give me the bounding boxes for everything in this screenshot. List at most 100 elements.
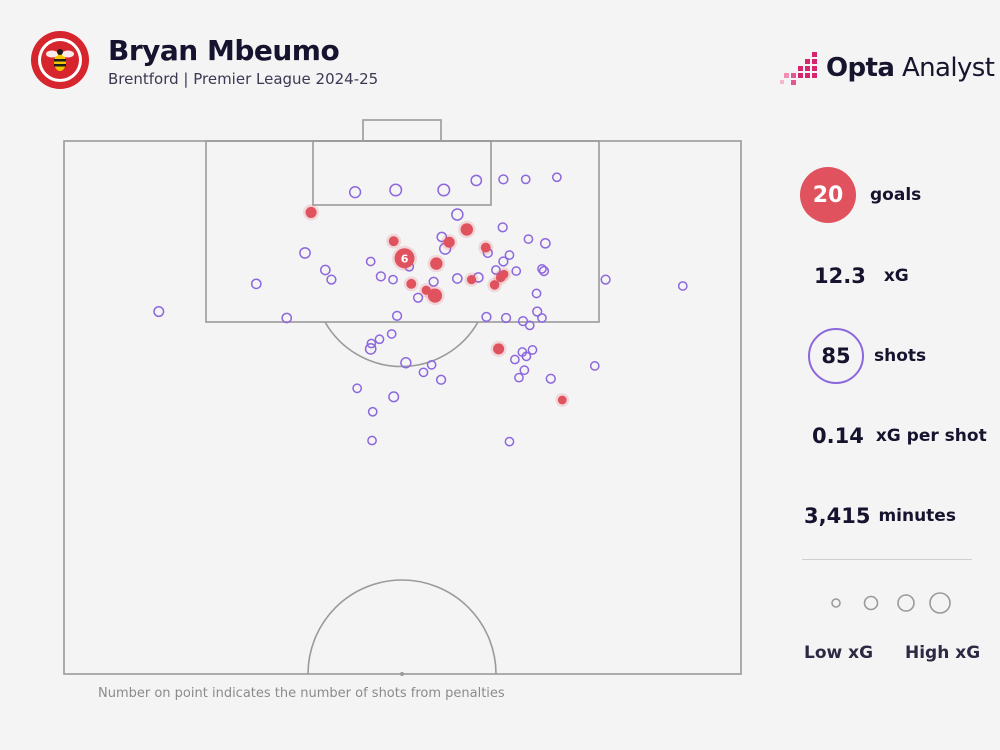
shots-value: 85 (808, 328, 864, 384)
shot-point (523, 234, 534, 244)
penalty-arc (324, 321, 479, 368)
shot-point (497, 222, 508, 233)
shot-point (388, 274, 398, 285)
shot-point (545, 373, 556, 384)
shot-point (527, 345, 538, 355)
shot-point (326, 274, 337, 285)
shot-point (511, 266, 522, 276)
team-season: Brentford | Premier League 2024-25 (108, 70, 379, 88)
goal-point-marker (489, 280, 500, 290)
shot-point (504, 250, 515, 260)
goal-point (303, 204, 320, 221)
shot-point (498, 256, 509, 267)
goal-point (386, 233, 402, 249)
legend-size-4 (929, 592, 951, 614)
legend-size-1 (831, 598, 841, 608)
shot-point (537, 313, 547, 323)
goal-point-marker (421, 285, 431, 295)
minutes-value: 3,415 (804, 504, 871, 528)
shot-point (491, 265, 501, 275)
shot-point (519, 365, 530, 376)
shot-point (352, 383, 363, 394)
xg-per-shot-value: 0.14 (812, 424, 864, 448)
goal-point (458, 220, 476, 239)
shot-point (428, 276, 439, 287)
brand-bold: Opta (826, 53, 895, 83)
shot-point (426, 359, 437, 370)
shot-point (500, 312, 512, 324)
player-name: Bryan Mbeumo (108, 34, 340, 67)
shot-point (531, 288, 542, 299)
shot-point (532, 306, 543, 317)
shot-point (470, 174, 483, 187)
goal-point-marker (493, 343, 505, 355)
shot-point (520, 174, 531, 185)
shot-point (517, 347, 528, 357)
shot-point (348, 186, 362, 199)
six-yard-box (312, 140, 492, 206)
shot-point (589, 361, 600, 371)
shot-point (367, 406, 378, 417)
shot-point (364, 343, 377, 355)
goal-point-marker (394, 248, 415, 269)
stat-xg-per-shot: 0.14 xG per shot (812, 424, 987, 448)
shot-point (517, 316, 529, 327)
brentford-crest-icon (30, 30, 90, 90)
shot-point (299, 247, 311, 259)
goal-point (427, 254, 446, 273)
goal-point-marker (388, 236, 399, 247)
opta-analyst-logo: Opta Analyst (780, 48, 995, 88)
goal-point-marker (460, 223, 474, 236)
opta-logo-icon (780, 52, 817, 85)
shot-point (375, 271, 386, 282)
shot-point (504, 436, 515, 447)
shot-point (537, 264, 547, 274)
goal-point (555, 393, 570, 407)
shot-point (539, 237, 551, 249)
shot-point (538, 265, 550, 277)
goal-point (419, 283, 434, 298)
xg-value: 12.3 (814, 264, 866, 288)
stat-minutes: 3,415 minutes (804, 504, 956, 528)
goal-point-marker (499, 269, 509, 279)
legend-size-3 (897, 594, 915, 612)
shot-point (514, 372, 524, 383)
shot-point (319, 264, 331, 276)
goal-point-marker (480, 242, 491, 253)
centre-spot (400, 672, 404, 676)
legend-low-label: Low xG (804, 643, 874, 663)
shot-point (551, 172, 562, 183)
goal-point-marker (406, 278, 417, 289)
goal-point-marker (466, 274, 477, 285)
goal (362, 119, 442, 142)
minutes-label: minutes (878, 506, 956, 526)
shot-point (436, 231, 448, 243)
shot-point (400, 357, 412, 369)
goal-point (487, 277, 502, 293)
shot-point (600, 274, 611, 285)
goal-point (403, 276, 419, 292)
stat-shots: 85 shots (808, 328, 926, 384)
goal-point-marker (427, 288, 443, 303)
shot-point (388, 391, 400, 403)
goal-point (441, 234, 458, 251)
shot-point (451, 208, 464, 221)
shot-point (366, 338, 377, 349)
shot-point (386, 329, 397, 339)
goal-point (490, 340, 507, 357)
stat-goals: 20 goals (800, 167, 921, 223)
shot-point (412, 292, 424, 303)
centre-circle (307, 579, 497, 675)
shots-label: shots (874, 346, 927, 366)
shot-point (435, 374, 447, 385)
shot-point (677, 281, 688, 291)
legend-high-label: High xG (905, 643, 981, 663)
pitch-markings (63, 119, 742, 675)
penalty-goal-point: 6 (392, 245, 418, 271)
shot-point (510, 354, 520, 365)
shot-point (365, 256, 376, 267)
goals-value: 20 (800, 167, 856, 223)
shot-point (418, 367, 429, 378)
shot-point (153, 306, 165, 318)
